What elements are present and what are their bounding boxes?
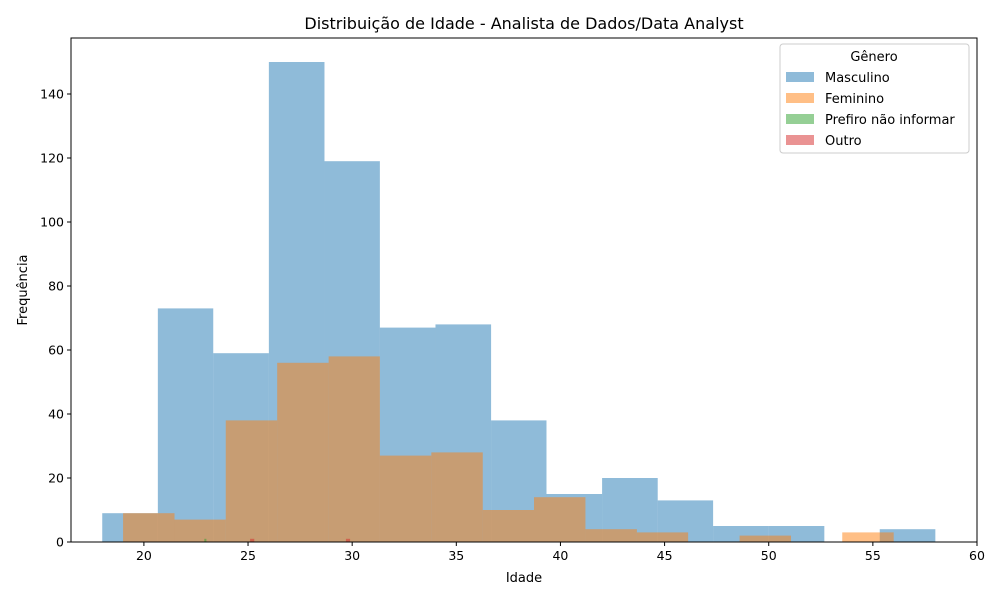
legend-label: Prefiro não informar	[825, 113, 955, 128]
histogram-bar	[585, 529, 637, 542]
histogram-bar	[379, 455, 432, 542]
histogram-bar	[250, 538, 255, 542]
legend-title: Gênero	[850, 50, 897, 65]
legend-swatch	[786, 93, 814, 103]
legend-label: Outro	[825, 134, 862, 149]
x-tick-label: 45	[657, 548, 673, 563]
histogram-bar	[482, 510, 534, 542]
histogram-bar	[277, 362, 329, 542]
x-axis: 20 25 30 35 40 45 50 55 60	[136, 542, 985, 563]
histogram-bar	[174, 519, 226, 542]
legend-items: Masculino Feminino Prefiro não informar Out…	[786, 71, 955, 149]
x-tick-label: 55	[865, 548, 881, 563]
legend-label: Feminino	[825, 92, 884, 107]
histogram-bar	[204, 538, 207, 542]
bars-layer	[102, 62, 936, 542]
y-axis: 0 20 40 60 80 100 120 140	[40, 87, 71, 550]
histogram-bar	[739, 535, 792, 542]
y-tick-label: 80	[48, 279, 64, 294]
y-tick-label: 20	[48, 471, 64, 486]
y-tick-label: 100	[40, 215, 64, 230]
legend-swatch	[786, 114, 814, 124]
x-tick-label: 50	[761, 548, 777, 563]
chart-title: Distribuição de Idade - Analista de Dado…	[304, 14, 743, 33]
legend-swatch	[786, 135, 814, 145]
x-tick-label: 35	[448, 548, 464, 563]
y-tick-label: 120	[40, 151, 64, 166]
histogram-bar	[157, 308, 214, 542]
y-tick-label: 60	[48, 343, 64, 358]
legend-label: Masculino	[825, 71, 890, 86]
histogram-bar	[328, 356, 380, 542]
histogram-bar	[225, 420, 278, 542]
y-tick-label: 140	[40, 87, 64, 102]
x-axis-label: Idade	[506, 571, 542, 586]
plot-frame	[70, 37, 978, 543]
y-tick-label: 0	[56, 535, 64, 550]
x-tick-label: 20	[136, 548, 152, 563]
x-tick-label: 60	[969, 548, 985, 563]
histogram-bar	[534, 497, 586, 542]
legend-box	[779, 43, 970, 154]
y-axis-label: Frequência	[16, 254, 31, 325]
legend-swatch	[786, 72, 814, 82]
histogram-bar	[345, 538, 351, 542]
histogram-bar	[636, 532, 689, 542]
y-tick-label: 40	[48, 407, 64, 422]
x-tick-label: 40	[552, 548, 568, 563]
x-tick-label: 30	[344, 548, 360, 563]
histogram-bar	[431, 452, 483, 542]
legend: Gênero Masculino Feminino Prefiro não info…	[779, 43, 970, 154]
x-tick-label: 25	[240, 548, 256, 563]
histogram-bar	[842, 532, 894, 542]
histogram-bar	[123, 513, 175, 542]
